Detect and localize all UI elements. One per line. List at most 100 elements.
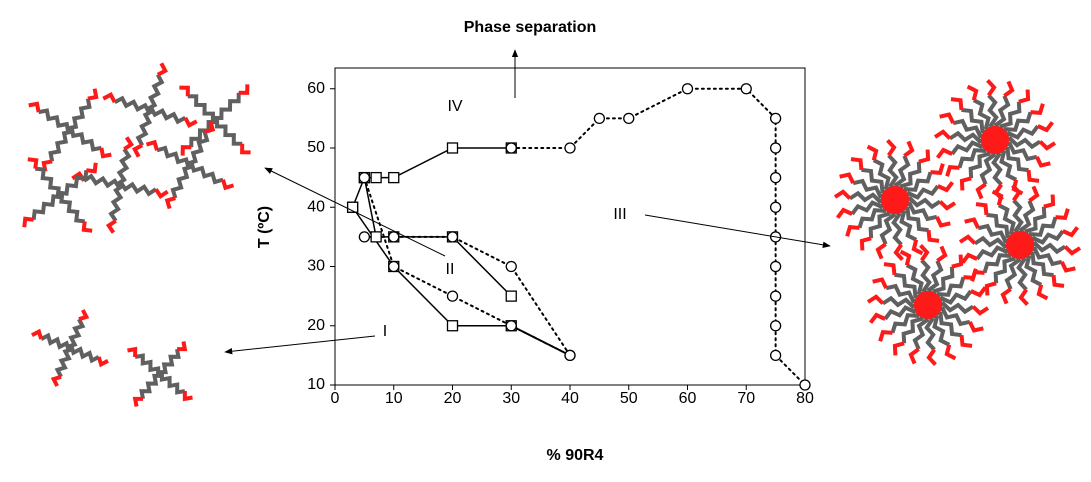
polymer-arm	[48, 129, 73, 162]
polymer-tip	[1018, 89, 1031, 104]
circle-marker	[505, 142, 517, 154]
polymer-tip	[1026, 169, 1040, 183]
polymer-tip	[963, 268, 978, 281]
polymer-arm	[66, 318, 86, 349]
polymer-arm	[214, 117, 243, 146]
circle-marker	[769, 112, 782, 125]
polymer-tip	[1036, 284, 1049, 301]
polymer-tip	[935, 215, 951, 228]
polymer-tip	[132, 396, 143, 407]
polymer-arm	[57, 170, 89, 196]
arrow	[644, 214, 831, 248]
circle-marker	[799, 379, 811, 391]
polymer-tip	[845, 224, 860, 237]
square-marker	[446, 142, 459, 154]
polymer-tip	[27, 157, 39, 169]
series-line	[510, 324, 571, 357]
polymer-tip	[859, 236, 872, 251]
polymer-tip	[935, 147, 953, 159]
x-tick-label: 50	[620, 390, 638, 407]
circle-marker	[769, 201, 782, 213]
polymer-tip	[28, 101, 41, 113]
polymer-tip	[866, 294, 885, 305]
polymer-tip	[937, 181, 955, 193]
circle-marker	[358, 171, 371, 184]
series-line	[351, 206, 512, 327]
polymer-tip	[991, 189, 1004, 206]
polymer-tip	[1043, 194, 1056, 209]
polymer-tip	[164, 196, 176, 210]
polymer-tip	[918, 149, 931, 164]
circle-marker	[769, 290, 782, 302]
circle-marker	[681, 83, 694, 95]
x-tick-label: 80	[796, 390, 814, 407]
circle-marker	[769, 349, 782, 362]
polymer-tip	[926, 229, 940, 243]
polymer-tip	[127, 346, 138, 357]
polymer-tip	[908, 347, 920, 365]
polymer-tip	[132, 143, 144, 158]
polymer-tip	[872, 277, 888, 290]
arrow	[264, 167, 446, 257]
polymer-arm	[212, 92, 241, 121]
polymer-tip	[1062, 226, 1080, 238]
polymer-tip	[960, 252, 978, 264]
polymer-tip	[179, 85, 190, 97]
polymer-tip	[886, 139, 897, 157]
polymer-tip	[944, 344, 957, 361]
polymer-tip	[1038, 140, 1057, 151]
polymer-tip	[240, 143, 251, 155]
polymer-tip	[833, 189, 852, 200]
circle-marker	[505, 260, 517, 273]
polymer-arm	[108, 183, 125, 222]
polymer-tip	[964, 217, 980, 230]
polymer-tip	[96, 356, 109, 368]
polymer-tip	[221, 179, 235, 191]
polymer-arm	[170, 164, 194, 199]
polymer-arm	[146, 73, 165, 111]
polymer-tip	[102, 92, 117, 104]
polymer-tip	[986, 79, 997, 97]
polymer-tip	[903, 140, 915, 158]
y-axis-title: T (ºC)	[256, 206, 273, 248]
polymer-tip	[971, 305, 990, 316]
polymer-tip	[87, 88, 99, 101]
polymer-arm	[40, 332, 71, 352]
y-tick-label: 60	[307, 80, 325, 97]
polymer-arm	[189, 161, 224, 185]
polymer-tip	[145, 139, 159, 151]
polymer-tip	[984, 281, 997, 296]
polymer-arm	[187, 94, 216, 123]
polymer-tip	[1003, 80, 1015, 98]
polymer-tip	[81, 221, 93, 233]
polymer-tip	[1060, 260, 1076, 273]
polymer-arm	[67, 98, 92, 131]
polymer-tip	[926, 348, 937, 366]
micelle-core	[981, 126, 1009, 154]
circle-marker	[564, 142, 576, 154]
polymer-tip	[31, 328, 44, 340]
cartoons	[22, 62, 1082, 407]
polymer-tip	[933, 129, 952, 140]
circle-marker	[769, 260, 782, 273]
polymer-tip	[1011, 184, 1022, 202]
polymer-tip	[966, 84, 979, 101]
polymer-tip	[204, 120, 216, 134]
polymer-tip	[1051, 274, 1065, 288]
square-marker	[346, 201, 359, 213]
polymer-arm	[83, 173, 122, 190]
polymer-arm	[118, 180, 157, 197]
polymer-tip	[86, 162, 98, 174]
polymer-tip	[156, 62, 168, 77]
circle-marker	[505, 320, 517, 332]
polymer-arm	[59, 192, 85, 224]
polymer-arm	[54, 347, 74, 378]
polymer-arm	[31, 194, 63, 220]
polymer-tip	[50, 374, 62, 387]
polymer-tip	[154, 188, 169, 200]
arrow	[224, 335, 376, 355]
circle-marker	[740, 83, 752, 95]
x-axis-title: % 90R4	[547, 447, 604, 464]
circle-marker	[564, 349, 576, 362]
x-tick-label: 0	[331, 390, 340, 407]
